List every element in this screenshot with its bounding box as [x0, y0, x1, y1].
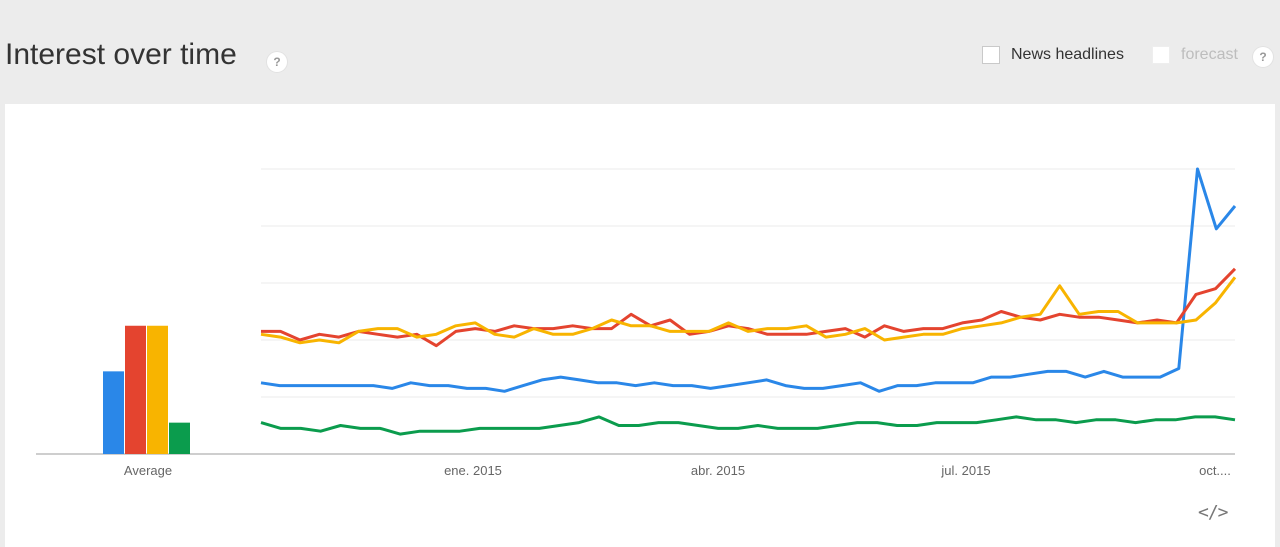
series-line-3: [260, 276, 1237, 345]
forecast-checkbox[interactable]: forecast: [1152, 46, 1238, 64]
series-line-4: [260, 415, 1236, 436]
average-bar-2: [125, 325, 146, 454]
average-bar-4: [169, 422, 190, 454]
x-tick-label: ene. 2015: [444, 463, 502, 478]
forecast-help-icon[interactable]: ?: [1253, 47, 1273, 67]
embed-code-icon[interactable]: </>: [1198, 502, 1228, 523]
news-headlines-checkbox[interactable]: News headlines: [982, 46, 1124, 64]
checkbox-box[interactable]: [982, 46, 1000, 64]
x-tick-label: jul. 2015: [940, 463, 990, 478]
news-headlines-label: News headlines: [1011, 46, 1124, 63]
series-line-1: [260, 167, 1237, 393]
help-icon[interactable]: ?: [267, 52, 287, 72]
chart-panel: Average ene. 2015 abr. 2015 jul. 2015 oct...…: [5, 104, 1275, 547]
x-tick-label: oct....: [1199, 463, 1231, 478]
interest-chart: Average ene. 2015 abr. 2015 jul. 2015 oct...…: [36, 167, 1237, 478]
average-bar-3: [147, 325, 168, 454]
average-bar-1: [103, 371, 124, 454]
forecast-label: forecast: [1181, 46, 1238, 63]
series-line-2: [261, 267, 1237, 348]
checkbox-box[interactable]: [1152, 46, 1170, 64]
average-label: Average: [124, 463, 172, 478]
x-tick-label: abr. 2015: [691, 463, 745, 478]
page-title: Interest over time: [5, 38, 237, 71]
